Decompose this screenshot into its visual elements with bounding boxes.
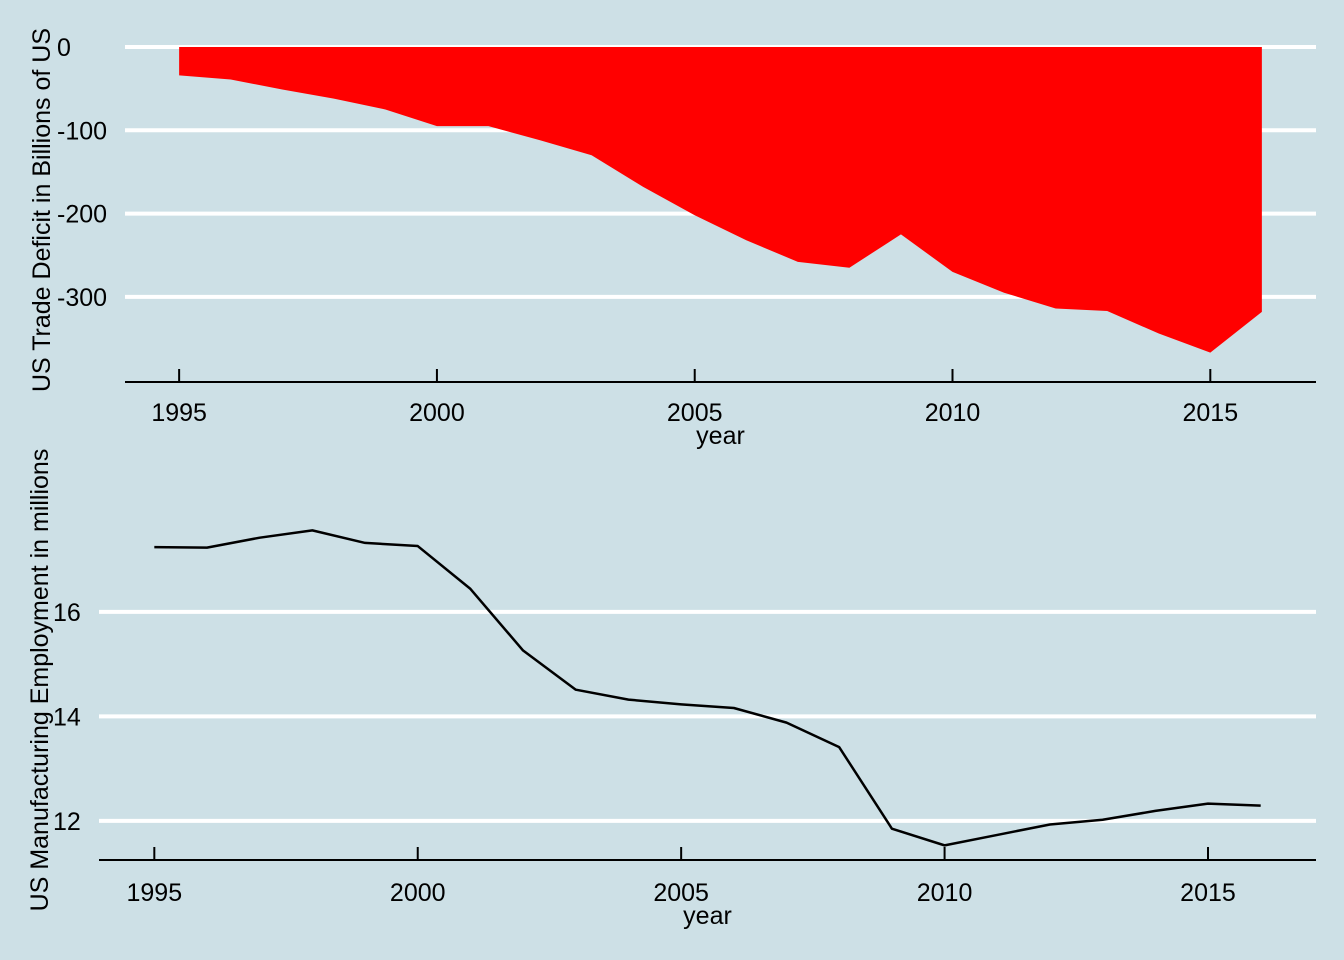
grid-lines: [99, 609, 1316, 823]
x-tick-label: 2000: [409, 399, 465, 427]
x-tick-label: 2010: [925, 399, 981, 427]
x-tick-label: 2015: [1182, 399, 1238, 427]
x-axis-label: year: [696, 422, 745, 450]
manufacturing-employment-panel: 1995 2000 2005 2010 2015 12 14 16 year US Manu…: [26, 449, 1316, 930]
y-tick-label: -200: [57, 201, 107, 229]
y-axis-label: US Manufacturing Employment in millions: [26, 449, 54, 912]
y-axis-label: US Trade Deficit in Billions of US: [28, 28, 56, 392]
x-axis: 1995 2000 2005 2010 2015: [99, 847, 1316, 907]
x-tick-label: 2005: [653, 879, 709, 907]
employment-line: [154, 529, 1261, 847]
y-tick-label: 0: [57, 34, 71, 62]
x-tick-label: 2000: [390, 879, 446, 907]
y-tick-labels: 0 -100 -200 -300: [57, 34, 107, 312]
x-tick-label: 2015: [1180, 879, 1236, 907]
x-tick-label: 2010: [917, 879, 973, 907]
area-series: [179, 47, 1262, 353]
y-tick-label: 16: [53, 599, 81, 627]
y-tick-label: 14: [53, 703, 81, 731]
x-tick-label: 2005: [667, 399, 723, 427]
y-tick-label: -100: [57, 117, 107, 145]
x-tick-label: 1995: [127, 879, 183, 907]
x-tick-label: 1995: [151, 399, 207, 427]
y-tick-labels: 12 14 16: [53, 599, 81, 836]
y-tick-label: 12: [53, 808, 81, 836]
y-tick-label: -300: [57, 284, 107, 312]
trade-deficit-panel: 1995 2000 2005 2010 2015 0-100-200-300 year …: [28, 28, 1316, 450]
x-axis: 1995 2000 2005 2010 2015: [125, 369, 1316, 427]
x-axis-label: year: [683, 902, 732, 930]
line-series: [154, 529, 1261, 847]
deficit-area: [179, 47, 1262, 353]
